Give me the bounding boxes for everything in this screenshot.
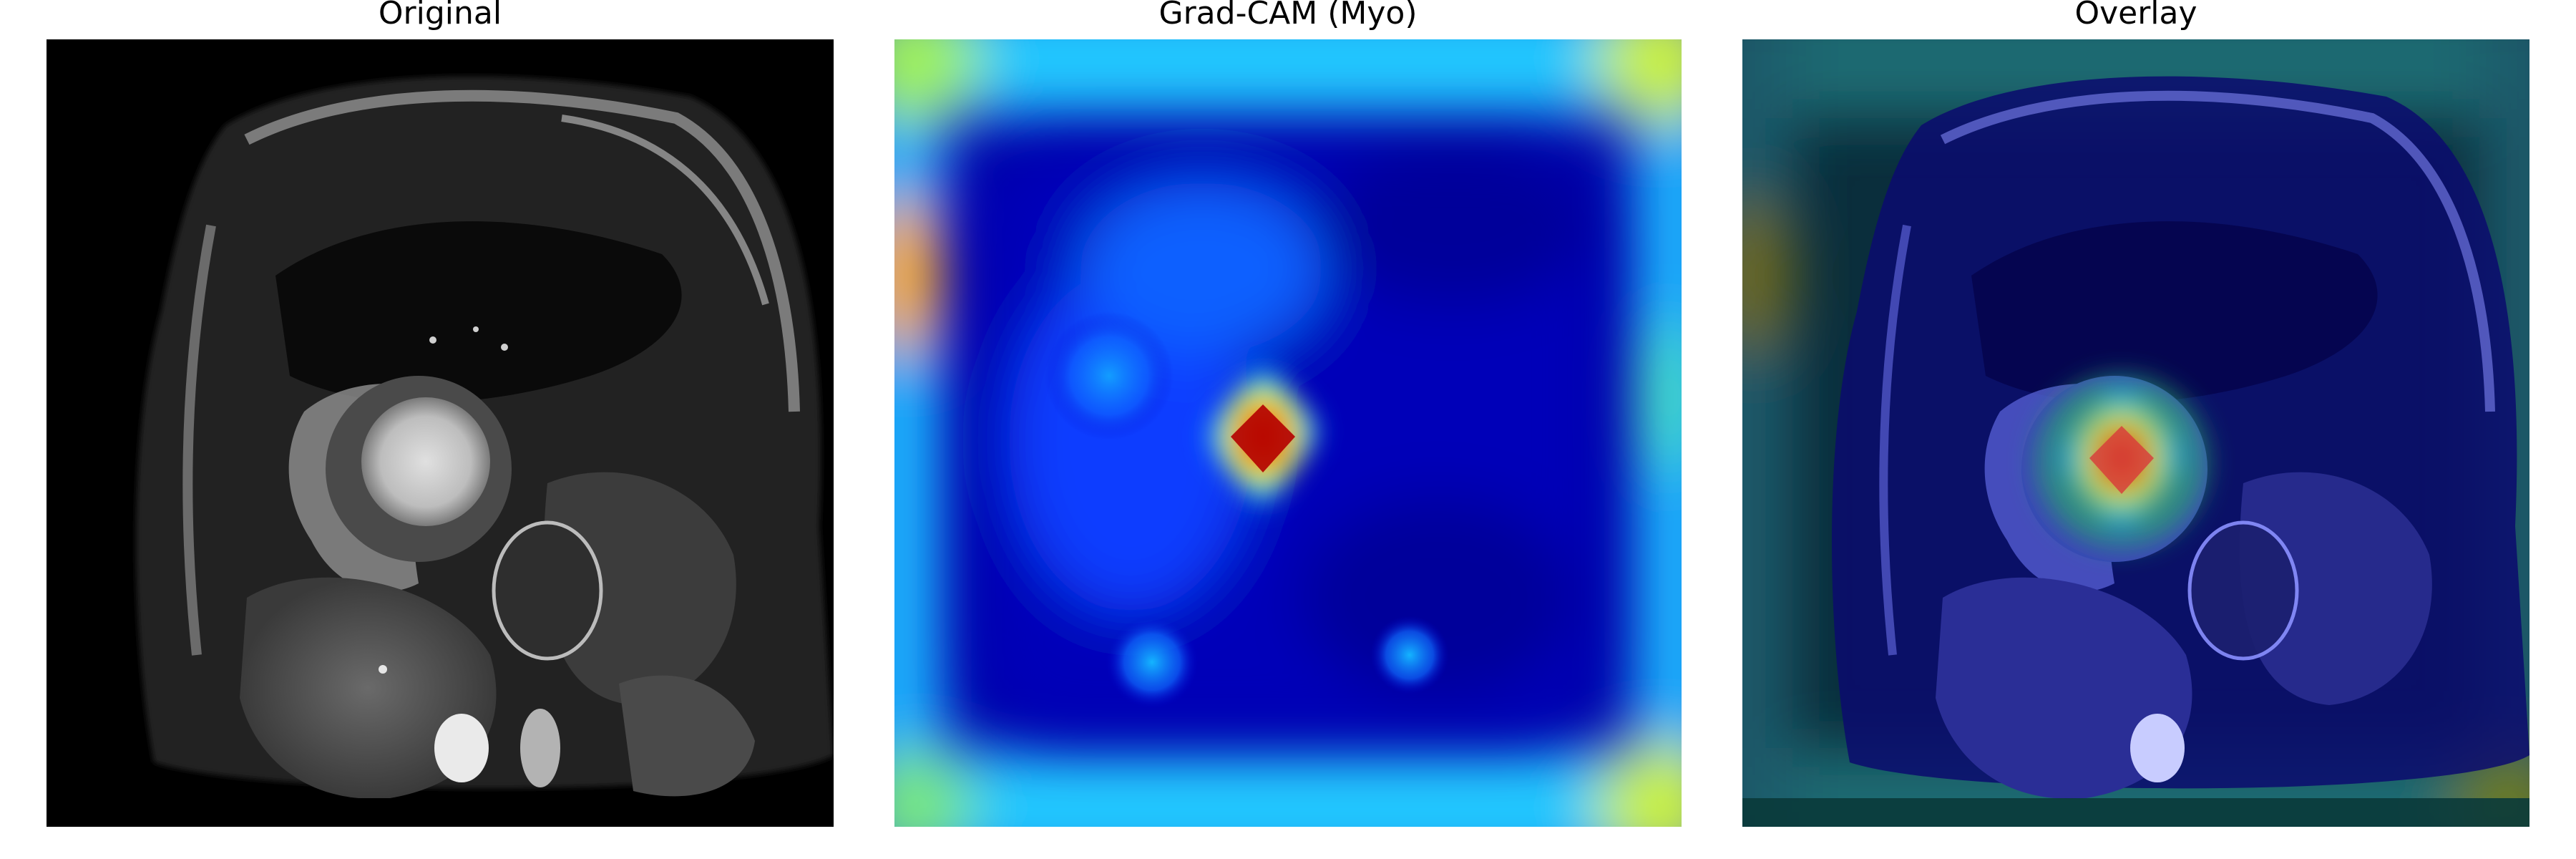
overlay-panel: Overlay	[1742, 0, 2529, 827]
original-title: Original	[378, 0, 502, 31]
gradcam-title: Grad-CAM (Myo)	[1158, 0, 1418, 31]
gradcam-heatmap	[894, 39, 1682, 827]
original-panel: Original	[47, 0, 834, 827]
overlay-image	[1742, 39, 2529, 827]
gradcam-panel: Grad-CAM (Myo)	[894, 0, 1682, 827]
mri-image	[47, 39, 834, 827]
overlay-title: Overlay	[2074, 0, 2197, 31]
